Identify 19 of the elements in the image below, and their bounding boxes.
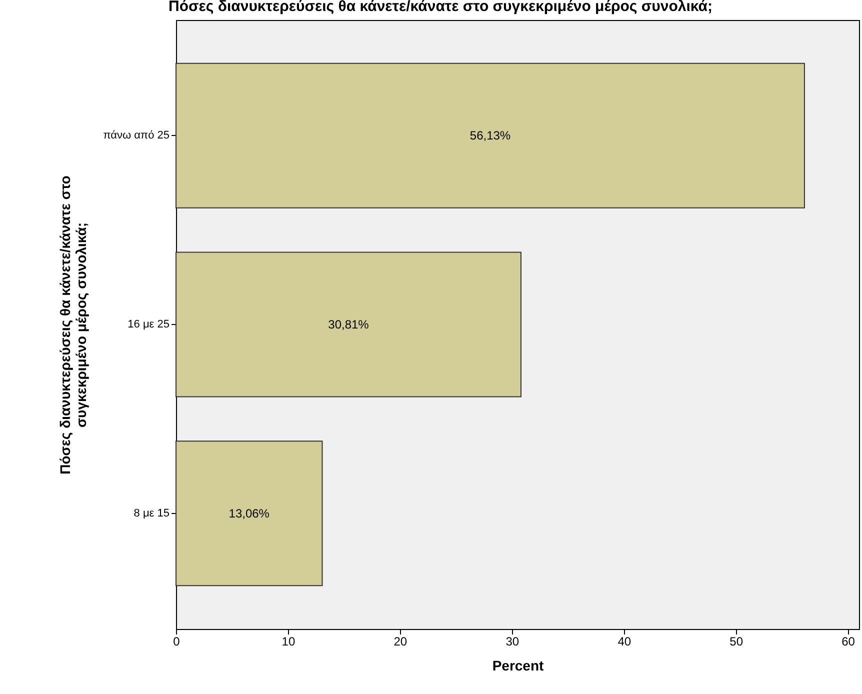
- y-tick-label: 8 με 15: [134, 507, 170, 520]
- y-tick-label: πάνω από 25: [103, 130, 170, 142]
- x-tick-label: 30: [506, 634, 520, 648]
- x-tick-label: 20: [394, 634, 408, 648]
- x-tick-label: 60: [842, 634, 856, 648]
- data-label: 56,13%: [470, 128, 511, 143]
- x-tick-label: 0: [173, 634, 180, 648]
- y-tick-label: 16 με 25: [128, 318, 170, 330]
- x-tick-label: 40: [618, 634, 632, 648]
- bar: [176, 62, 805, 208]
- bar: [176, 252, 522, 398]
- y-axis-title: Πόσες διανυκτερεύσεις θα κάνετε/κάνατε στο συγκεκριμένο μέρος συνολικά;: [57, 176, 90, 474]
- x-tick-label: 50: [730, 634, 744, 648]
- chart-title: Πόσες διανυκτερεύσεις θα κάνετε/κάνατε στο συγκεκριμένο μέρος συνολικά;: [168, 0, 712, 15]
- x-axis-title: Percent: [492, 658, 544, 674]
- data-label: 30,81%: [328, 318, 370, 332]
- x-tick-label: 10: [282, 634, 296, 648]
- bar: [176, 440, 323, 586]
- data-label: 13,06%: [228, 506, 270, 520]
